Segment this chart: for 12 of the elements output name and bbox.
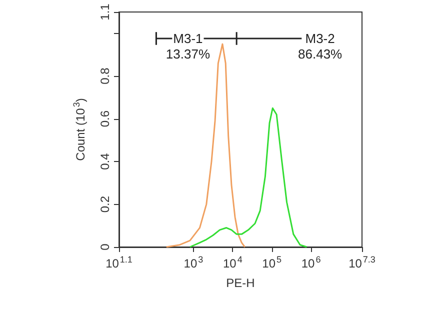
y-tick-label: 0 [98, 243, 112, 250]
y-tick-label: 0.8 [98, 67, 112, 84]
annotation: M3-2 [305, 30, 335, 46]
x-axis-title: PE-H [226, 276, 255, 290]
annotation: 13.37% [166, 46, 210, 62]
y-tick-label: 0.6 [98, 110, 112, 128]
annotation: 86.43% [298, 46, 343, 62]
annotation: M3-1 [173, 30, 203, 46]
y-tick-label: 0.4 [98, 152, 112, 170]
y-axis-title: Count (103) [72, 98, 88, 161]
y-tick-label: 0.2 [98, 196, 112, 213]
y-tick-label: 1.1 [98, 3, 112, 20]
